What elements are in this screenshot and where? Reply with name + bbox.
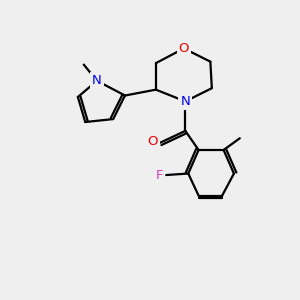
Text: N: N [181,95,190,108]
Text: N: N [92,74,102,87]
Text: O: O [148,135,158,148]
Text: O: O [178,42,189,55]
Text: F: F [156,169,164,182]
